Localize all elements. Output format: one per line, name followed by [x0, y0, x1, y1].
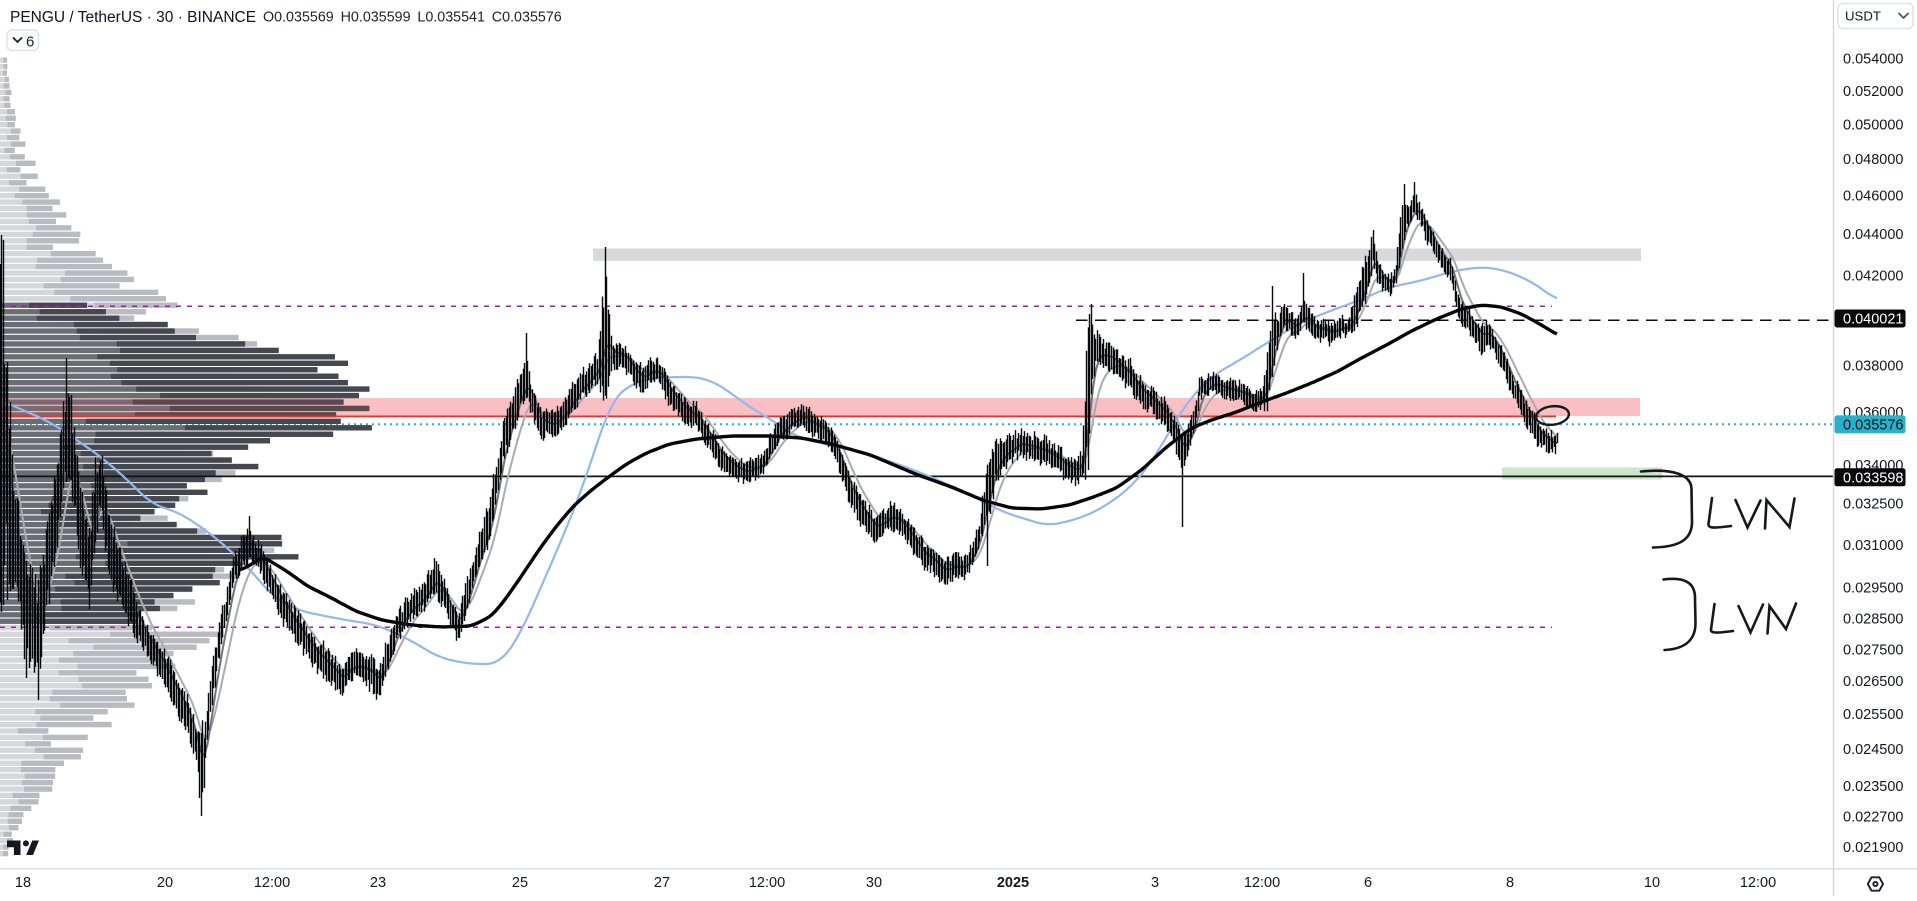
svg-text:0.050000: 0.050000: [1843, 117, 1903, 133]
svg-text:0.023500: 0.023500: [1843, 779, 1903, 795]
svg-text:0.038000: 0.038000: [1843, 359, 1903, 375]
svg-text:0.032500: 0.032500: [1843, 497, 1903, 513]
svg-text:0.031000: 0.031000: [1843, 538, 1903, 554]
svg-text:0.022700: 0.022700: [1843, 810, 1903, 826]
svg-text:0.052000: 0.052000: [1843, 84, 1903, 100]
svg-text:2025: 2025: [997, 875, 1029, 891]
svg-text:0.035576: 0.035576: [1843, 417, 1903, 433]
svg-text:6: 6: [26, 34, 34, 51]
svg-text:0.040021: 0.040021: [1843, 312, 1903, 328]
svg-text:10: 10: [1644, 875, 1660, 891]
svg-text:0.024500: 0.024500: [1843, 742, 1903, 758]
svg-text:8: 8: [1506, 875, 1514, 891]
svg-text:25: 25: [512, 875, 528, 891]
svg-text:0.021900: 0.021900: [1843, 840, 1903, 856]
svg-text:0.033598: 0.033598: [1843, 470, 1903, 486]
svg-text:3: 3: [1151, 875, 1159, 891]
svg-text:O0.035569 H0.035599 L0.03554: O0.035569 H0.035599 L0.035541 C0.035576: [263, 10, 562, 26]
svg-text:USDT: USDT: [1845, 9, 1881, 24]
svg-text:18: 18: [15, 875, 31, 891]
svg-text:0.046000: 0.046000: [1843, 189, 1903, 205]
svg-text:30: 30: [866, 875, 882, 891]
svg-text:0.026500: 0.026500: [1843, 674, 1903, 690]
svg-text:12:00: 12:00: [254, 875, 290, 891]
svg-text:20: 20: [157, 875, 173, 891]
svg-text:23: 23: [370, 875, 386, 891]
svg-text:0.027500: 0.027500: [1843, 642, 1903, 658]
svg-text:0.042000: 0.042000: [1843, 268, 1903, 284]
svg-text:0.044000: 0.044000: [1843, 227, 1903, 243]
svg-text:12:00: 12:00: [1740, 875, 1776, 891]
svg-text:0.028500: 0.028500: [1843, 612, 1903, 628]
svg-text:PENGU / TetherUS · 30 · BINANC: PENGU / TetherUS · 30 · BINANCE: [10, 9, 256, 26]
svg-text:12:00: 12:00: [749, 875, 785, 891]
svg-text:27: 27: [654, 875, 670, 891]
svg-text:12:00: 12:00: [1244, 875, 1280, 891]
svg-text:0.054000: 0.054000: [1843, 51, 1903, 67]
svg-text:0.029500: 0.029500: [1843, 580, 1903, 596]
svg-text:0.048000: 0.048000: [1843, 152, 1903, 168]
svg-text:0.025500: 0.025500: [1843, 707, 1903, 723]
svg-text:6: 6: [1364, 875, 1372, 891]
